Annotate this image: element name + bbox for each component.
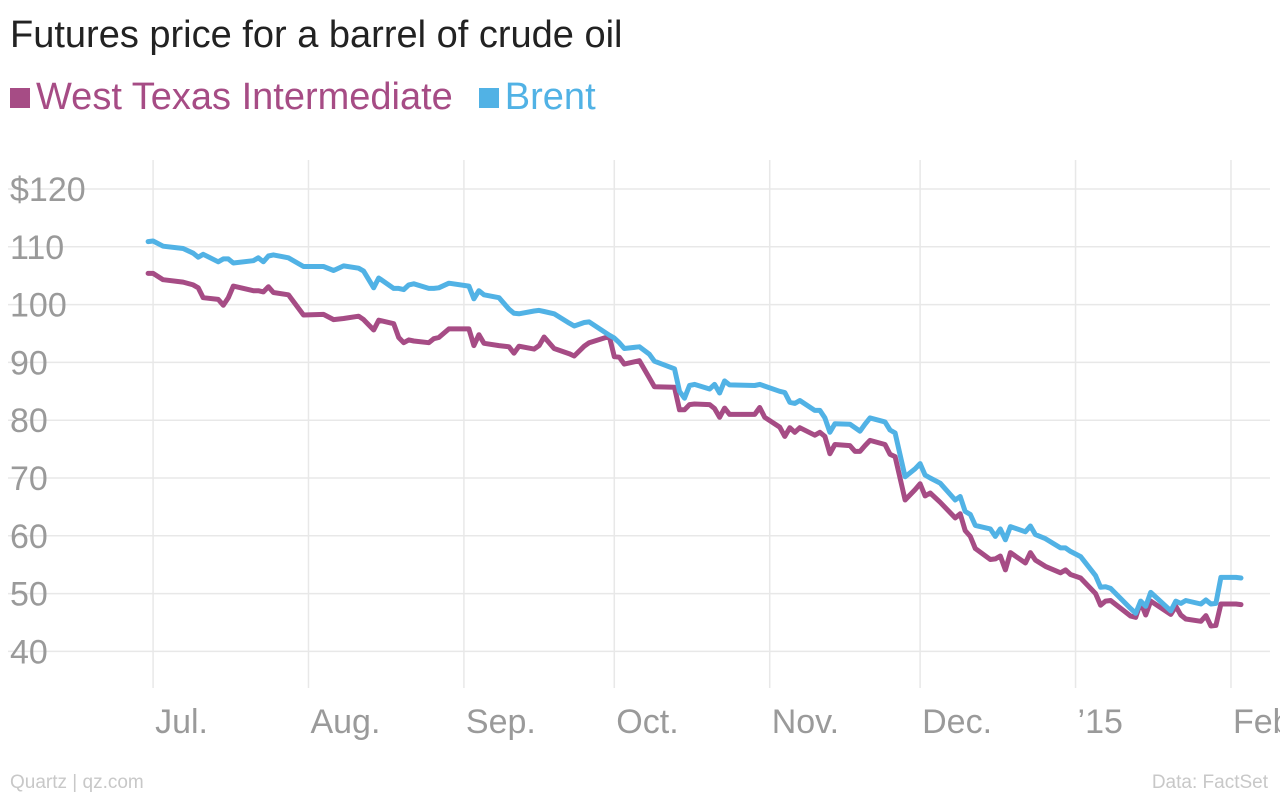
legend-label-brent: Brent (504, 76, 596, 118)
legend-label-wti: West Texas Intermediate (36, 76, 453, 118)
y-tick-label: 70 (10, 460, 48, 498)
y-tick-label: $120 (10, 171, 86, 209)
x-tick-label: Feb. (1233, 703, 1280, 741)
chart-title: Futures price for a barrel of crude oil (10, 14, 623, 56)
legend-swatch-wti (10, 87, 30, 108)
y-tick-label: 50 (10, 576, 48, 614)
x-gridlines (152, 160, 1232, 688)
y-tick-label: 40 (10, 633, 48, 671)
x-tick-label: Oct. (616, 703, 678, 741)
y-gridlines (8, 188, 1270, 653)
y-tick-label: 100 (10, 287, 67, 325)
series-lines (145, 238, 1244, 629)
y-tick-label: 60 (10, 518, 48, 556)
y-tick-label: 80 (10, 402, 48, 440)
legend-item-wti: West Texas Intermediate (10, 76, 453, 119)
y-tick-label: 90 (10, 344, 48, 382)
x-tick-label: Jul. (155, 703, 208, 741)
x-tick-label: Sep. (466, 703, 536, 741)
data-source: Data: FactSet (1151, 772, 1268, 793)
x-axis-labels: Jul. Aug. Sep. Oct. Nov. Dec. ’15 Feb. (155, 703, 1280, 741)
y-axis-labels: $120 110 100 90 80 70 60 50 40 (10, 171, 86, 671)
chart-legend: West Texas Intermediate Brent (10, 76, 622, 119)
x-tick-label: Aug. (310, 703, 380, 741)
x-tick-label: ’15 (1078, 703, 1123, 741)
wti-line (145, 270, 1244, 629)
y-tick-label: 110 (10, 229, 64, 267)
legend-item-brent: Brent (478, 76, 596, 119)
x-tick-label: Nov. (772, 703, 839, 741)
source-credit: Quartz | qz.com (10, 772, 144, 793)
brent-line (145, 238, 1244, 616)
x-tick-label: Dec. (922, 703, 992, 741)
legend-swatch-brent (478, 87, 499, 108)
